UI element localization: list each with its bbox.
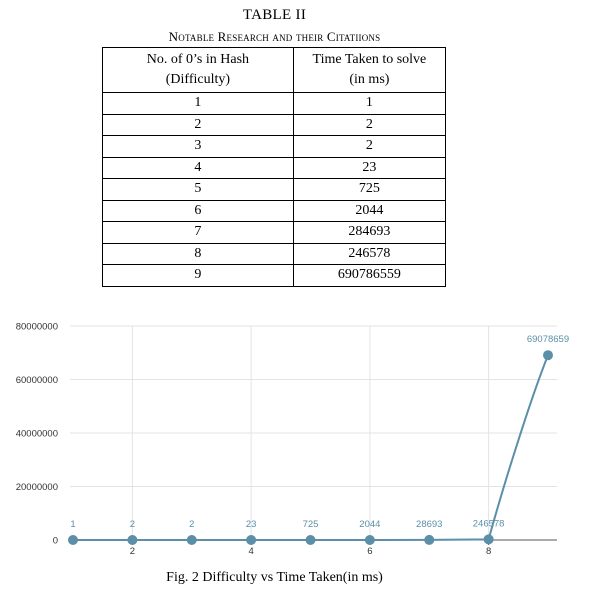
table-row: 6 2044 xyxy=(102,199,447,222)
time-cell: 2 xyxy=(292,135,447,158)
y-tick-label: 40000000 xyxy=(16,429,58,440)
data-point xyxy=(483,534,494,545)
time-cell: 690786559 xyxy=(292,264,447,287)
y-tick-label: 80000000 xyxy=(16,322,58,333)
difficulty-cell: 8 xyxy=(102,242,294,265)
time-cell: 1 xyxy=(292,92,447,115)
data-point xyxy=(186,535,197,545)
x-tick-label: 8 xyxy=(486,546,491,557)
table-header-row: No. of 0’s in Hash (Difficulty) Time Tak… xyxy=(102,47,447,93)
difficulty-cell: 2 xyxy=(102,113,294,136)
header-time-line1: Time Taken to solve xyxy=(312,52,427,67)
table-row: 9 690786559 xyxy=(102,264,447,287)
data-point xyxy=(543,350,553,361)
time-cell: 2 xyxy=(292,113,447,136)
header-difficulty: No. of 0’s in Hash (Difficulty) xyxy=(102,47,294,93)
y-tick-label: 20000000 xyxy=(16,482,58,493)
series-line xyxy=(73,354,549,541)
results-table: No. of 0’s in Hash (Difficulty) Time Tak… xyxy=(102,47,447,287)
data-point xyxy=(424,534,435,545)
difficulty-cell: 5 xyxy=(102,178,294,201)
data-label: 23 xyxy=(246,519,257,530)
data-label: 1 xyxy=(70,519,75,530)
y-axis: 0 20000000 40000000 60000000 80000000 xyxy=(16,322,58,547)
x-tick-label: 6 xyxy=(367,546,372,557)
data-label: 69078659 xyxy=(527,334,569,345)
series-line-path xyxy=(73,354,549,541)
difficulty-cell: 1 xyxy=(102,92,294,115)
data-point xyxy=(68,535,78,545)
data-label: 2 xyxy=(189,519,194,530)
header-time: Time Taken to solve (in ms) xyxy=(292,47,447,93)
header-difficulty-line1: No. of 0’s in Hash xyxy=(146,52,250,67)
x-tick-label: 4 xyxy=(248,546,253,557)
series-points xyxy=(68,350,553,545)
data-label: 725 xyxy=(303,519,319,530)
y-tick-label: 60000000 xyxy=(16,375,58,386)
difficulty-cell: 4 xyxy=(102,156,294,179)
difficulty-time-chart: 0 20000000 40000000 60000000 80000000 2 4 6 8 1… xyxy=(16,322,569,558)
header-time-line2: (in ms) xyxy=(349,72,390,87)
data-label: 2 xyxy=(130,519,135,530)
data-label: 246578 xyxy=(473,518,505,529)
table-row: 5 725 xyxy=(102,178,447,201)
difficulty-cell: 9 xyxy=(102,264,294,287)
header-difficulty-line2: (Difficulty) xyxy=(165,72,231,87)
figure-caption: Fig. 2 Difficulty vs Time Taken(in ms) xyxy=(166,570,383,585)
data-point xyxy=(127,535,138,545)
y-tick-label: 0 xyxy=(53,536,58,547)
difficulty-cell: 7 xyxy=(102,221,294,244)
table-row: 4 23 xyxy=(102,156,447,179)
table-row: 8 246578 xyxy=(102,242,447,265)
data-point xyxy=(364,534,375,545)
table-title: Notable Research and their Citatiions xyxy=(168,29,381,44)
difficulty-cell: 6 xyxy=(102,199,294,222)
data-label: 2044 xyxy=(359,519,380,530)
data-point xyxy=(305,534,316,545)
table-row: 7 284693 xyxy=(102,221,447,244)
time-cell: 725 xyxy=(292,178,447,201)
time-cell: 284693 xyxy=(292,221,447,244)
time-cell: 246578 xyxy=(292,242,447,265)
data-point xyxy=(246,534,257,545)
data-label: 28693 xyxy=(416,519,442,530)
table-label: TABLE II xyxy=(242,7,307,23)
time-cell: 23 xyxy=(292,156,447,179)
time-cell: 2044 xyxy=(292,199,447,222)
x-tick-label: 2 xyxy=(130,546,135,557)
chart-grid xyxy=(70,325,557,540)
point-labels: 1 2 2 23 725 2044 28693 246578 69078659 xyxy=(70,334,569,530)
difficulty-cell: 3 xyxy=(102,135,294,158)
